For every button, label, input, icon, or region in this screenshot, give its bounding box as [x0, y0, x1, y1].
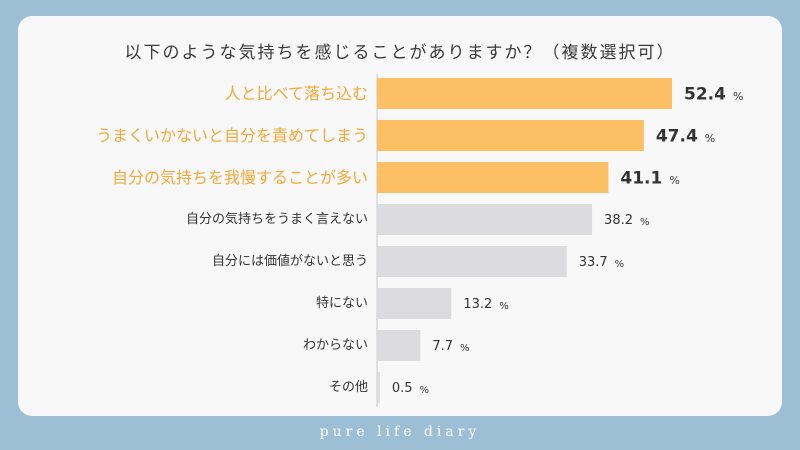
bar-2	[377, 120, 644, 151]
value-label-1: 52.4	[684, 85, 726, 105]
bar-7	[377, 330, 421, 361]
value-label-7: 7.7	[432, 339, 453, 354]
value-label-2: 47.4	[656, 127, 698, 147]
value-label-5: 33.7	[579, 255, 608, 270]
bar-6	[377, 288, 452, 319]
chart-title: 以下のような気持ちを感じることがありますか？（複数選択可）	[124, 43, 676, 63]
unit-label-6: %	[499, 301, 509, 312]
unit-label-3: %	[669, 174, 679, 187]
footer-brand: pure life diary	[319, 424, 481, 440]
value-label-3: 41.1	[620, 169, 662, 189]
category-label-7: わからない	[303, 338, 368, 353]
category-label-2: うまくいかないと自分を責めてしまう	[96, 126, 368, 145]
bar-5	[377, 246, 567, 277]
category-label-4: 自分の気持ちをうまく言えない	[186, 211, 368, 227]
unit-label-1: %	[733, 90, 743, 103]
category-label-3: 自分の気持ちを我慢することが多い	[112, 168, 368, 187]
bar-8	[377, 372, 380, 403]
bar-1	[377, 78, 672, 109]
unit-label-5: %	[615, 259, 625, 270]
unit-label-4: %	[640, 217, 650, 228]
value-label-6: 13.2	[463, 297, 492, 312]
category-label-8: その他	[329, 380, 368, 395]
category-label-1: 人と比べて落ち込む	[225, 84, 368, 103]
bar-3	[377, 162, 609, 193]
value-label-8: 0.5	[392, 381, 413, 396]
category-label-6: 特にない	[316, 296, 368, 311]
value-label-4: 38.2	[604, 213, 633, 228]
unit-label-2: %	[705, 132, 715, 145]
bar-4	[377, 204, 593, 235]
category-label-5: 自分には価値がないと思う	[212, 253, 368, 269]
unit-label-8: %	[420, 385, 430, 396]
unit-label-7: %	[460, 343, 470, 354]
